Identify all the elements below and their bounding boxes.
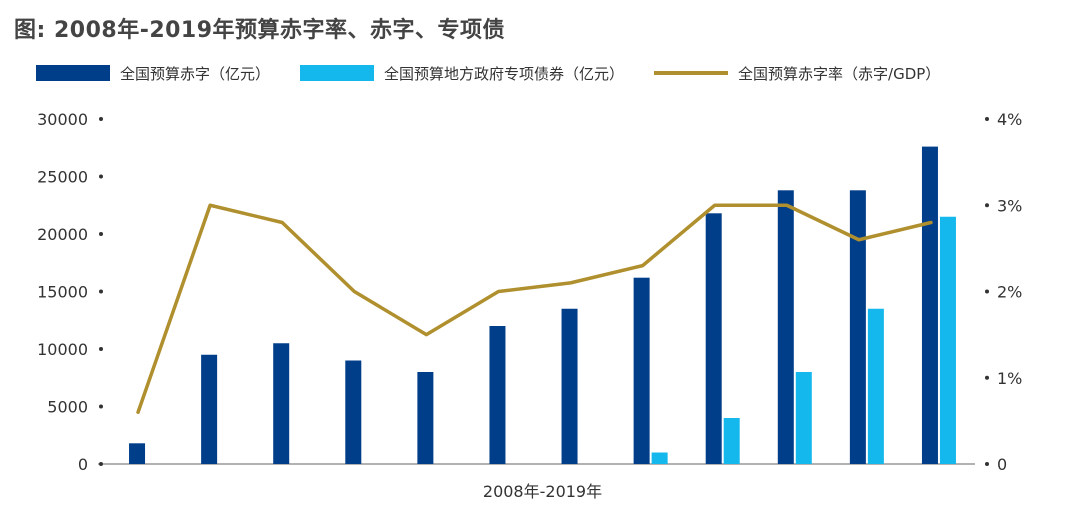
y-left-tick-label: 10000 — [37, 340, 88, 359]
y-right-tick-label: 3% — [997, 196, 1022, 215]
y-left-tick-label: 30000 — [37, 110, 88, 129]
bar-deficit — [417, 372, 434, 464]
legend-swatch-deficit — [36, 65, 110, 81]
y-left-tick-dot — [99, 232, 103, 236]
y-right-tick-label: 0 — [997, 455, 1007, 474]
y-left-tick-label: 5000 — [47, 398, 88, 417]
y-right-tick-dot — [985, 289, 989, 294]
bar-deficit — [561, 308, 578, 464]
y-left-tick-label: 25000 — [37, 168, 88, 187]
bar-special-bonds — [651, 452, 668, 464]
y-right-tick-label: 2% — [997, 283, 1022, 302]
bar-special-bonds — [723, 418, 740, 464]
y-right-tick-dot — [985, 462, 989, 466]
y-left-tick-label: 20000 — [37, 225, 88, 244]
bar-deficit — [921, 146, 938, 464]
y-left-tick-dot — [99, 462, 103, 466]
y-right-tick-dot — [985, 117, 989, 121]
y-right-tick-dot — [985, 203, 989, 208]
legend-label-special-bonds: 全国预算地方政府专项债券（亿元） — [384, 64, 625, 83]
legend-item-deficit-rate: 全国预算赤字率（赤字/GDP） — [654, 63, 940, 84]
chart-legend: 全国预算赤字（亿元） 全国预算地方政府专项债券（亿元） 全国预算赤字率（赤字/G… — [36, 58, 970, 88]
y-left-tick-label: 0 — [78, 455, 88, 474]
bar-special-bonds — [867, 308, 884, 464]
y-left-tick-dot — [99, 117, 103, 121]
bar-special-bonds — [795, 372, 812, 464]
bar-deficit — [345, 360, 362, 464]
y-right-tick-label: 4% — [997, 110, 1022, 129]
x-axis-label: 2008年-2019年 — [483, 482, 602, 501]
bar-deficit — [777, 190, 794, 465]
bar-deficit — [489, 326, 506, 464]
bar-deficit — [201, 354, 218, 464]
legend-swatch-deficit-rate — [654, 71, 729, 75]
y-right-tick-dot — [985, 375, 989, 380]
y-left-tick-label: 15000 — [37, 283, 88, 302]
bar-deficit — [849, 190, 866, 465]
legend-item-deficit: 全国预算赤字（亿元） — [36, 63, 270, 84]
y-left-tick-dot — [99, 404, 103, 409]
y-left-tick-dot — [99, 347, 103, 351]
legend-item-special-bonds: 全国预算地方政府专项债券（亿元） — [300, 63, 624, 84]
bar-deficit — [273, 343, 290, 464]
y-left-tick-dot — [99, 174, 103, 179]
line-deficit-rate — [136, 203, 933, 414]
y-left-tick-dot — [99, 289, 103, 294]
legend-label-deficit: 全国预算赤字（亿元） — [120, 64, 271, 83]
bar-deficit — [129, 443, 146, 464]
bar-deficit — [705, 213, 722, 464]
bar-deficit — [633, 277, 650, 464]
legend-label-deficit-rate: 全国预算赤字率（赤字/GDP） — [738, 64, 941, 83]
legend-swatch-special-bonds — [300, 65, 375, 81]
chart-title: 图: 2008年-2019年预算赤字率、赤字、专项债 — [14, 18, 506, 43]
bar-special-bonds — [939, 216, 956, 464]
y-right-tick-label: 1% — [997, 369, 1022, 388]
